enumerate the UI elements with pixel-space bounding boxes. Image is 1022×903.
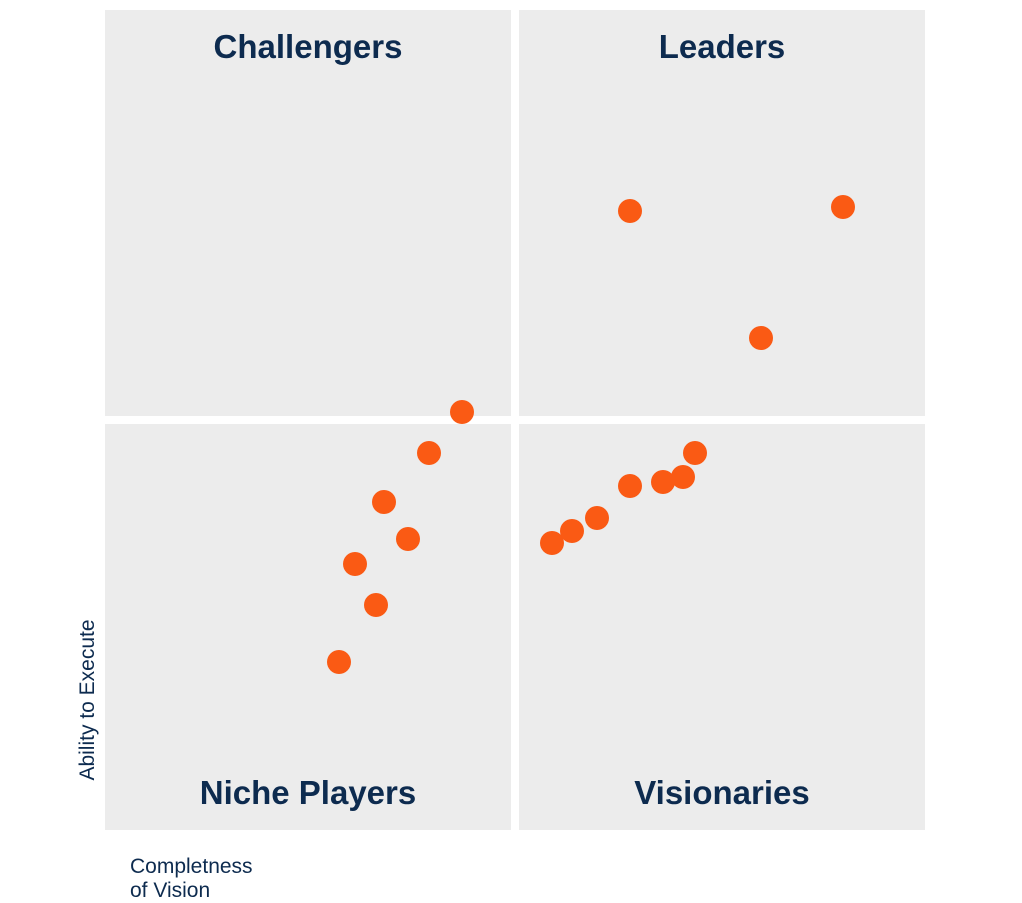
quadrant-label-challengers: Challengers [214,28,403,66]
plot-area: Challengers Leaders Niche Players Vision… [105,10,925,830]
quadrant-label-visionaries: Visionaries [634,774,810,812]
x-axis-label: Completness of Vision [130,855,253,903]
quadrant-label-niche-players: Niche Players [200,774,416,812]
quadrant-label-leaders: Leaders [659,28,786,66]
quadrant-challengers: Challengers [105,10,511,416]
quadrant-niche-players: Niche Players [105,424,511,830]
quadrant-visionaries: Visionaries [519,424,925,830]
y-axis-label: Ability to Execute [76,610,100,790]
quadrant-leaders: Leaders [519,10,925,416]
